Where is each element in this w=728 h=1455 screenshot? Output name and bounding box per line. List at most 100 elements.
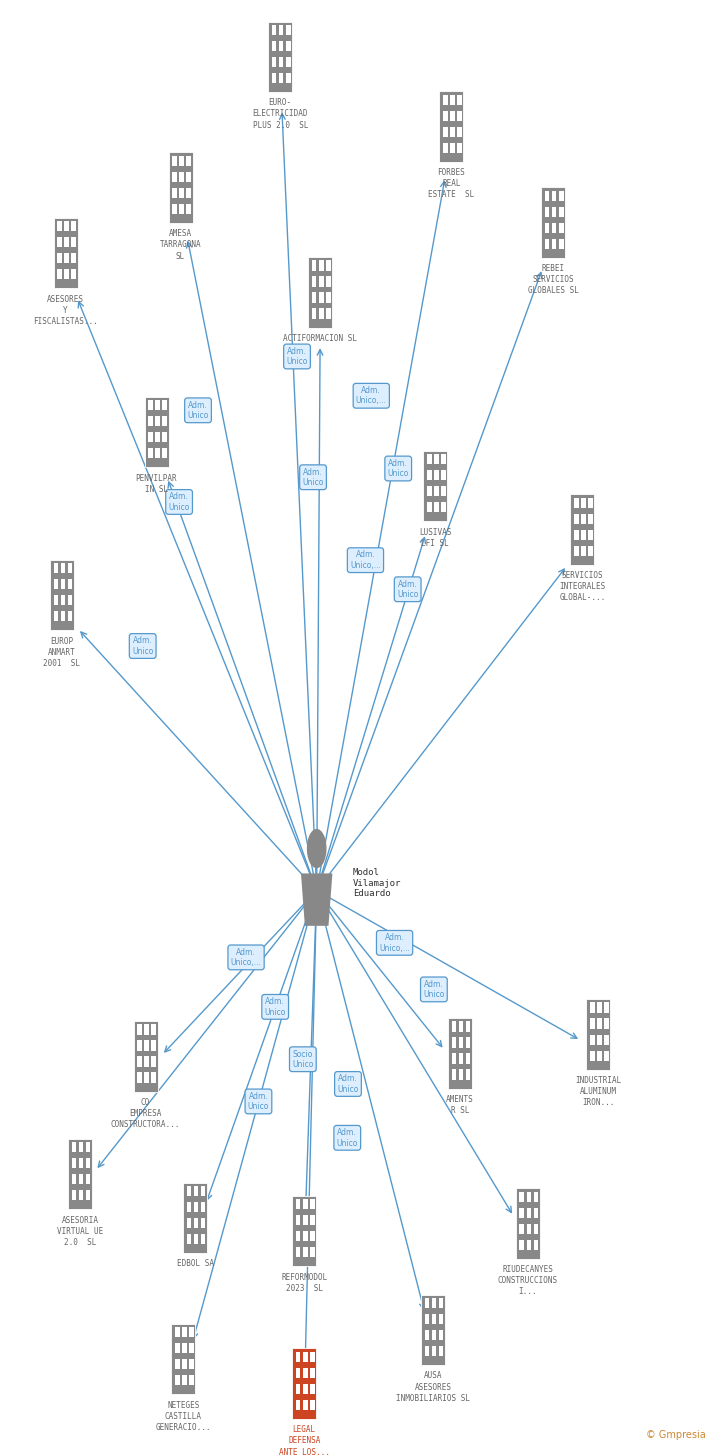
- Bar: [162, 416, 167, 426]
- Text: REFORMODOL
2023  SL: REFORMODOL 2023 SL: [281, 1273, 328, 1292]
- Bar: [312, 276, 317, 287]
- Bar: [60, 563, 65, 573]
- Bar: [597, 1035, 601, 1045]
- Bar: [179, 188, 183, 198]
- Bar: [189, 1375, 194, 1385]
- Bar: [319, 292, 323, 303]
- Bar: [590, 1035, 595, 1045]
- Bar: [312, 292, 317, 303]
- Text: CO
EMPRESA
CONSTRUCTORA...: CO EMPRESA CONSTRUCTORA...: [111, 1099, 181, 1129]
- Bar: [162, 448, 167, 458]
- Bar: [590, 1018, 595, 1029]
- Bar: [545, 239, 550, 249]
- Bar: [542, 188, 566, 258]
- Text: AUSA
ASESORES
INMOBILIARIOS SL: AUSA ASESORES INMOBILIARIOS SL: [396, 1372, 470, 1403]
- Text: ASESORES
Y
FISCALISTAS...: ASESORES Y FISCALISTAS...: [33, 295, 98, 326]
- Bar: [296, 1215, 301, 1225]
- Bar: [187, 1234, 191, 1244]
- Bar: [79, 1174, 83, 1184]
- Bar: [520, 1224, 524, 1234]
- Text: LUSIVAS
LFI SL: LUSIVAS LFI SL: [419, 528, 451, 547]
- Bar: [64, 237, 68, 247]
- Bar: [58, 221, 62, 231]
- Bar: [590, 1002, 595, 1013]
- Bar: [58, 269, 62, 279]
- Text: FORBES
REAL
ESTATE  SL: FORBES REAL ESTATE SL: [428, 169, 475, 199]
- Bar: [545, 207, 550, 217]
- Bar: [268, 22, 292, 92]
- Bar: [72, 1158, 76, 1168]
- Text: INDUSTRIAL
ALUMINUM
IRON...: INDUSTRIAL ALUMINUM IRON...: [575, 1077, 622, 1107]
- Bar: [588, 546, 593, 556]
- Bar: [450, 111, 454, 121]
- Bar: [303, 1352, 307, 1362]
- Bar: [559, 223, 563, 233]
- Bar: [326, 260, 331, 271]
- Bar: [303, 1384, 307, 1394]
- Bar: [86, 1142, 90, 1152]
- Bar: [587, 1000, 610, 1069]
- Bar: [64, 221, 68, 231]
- Bar: [149, 400, 153, 410]
- Bar: [581, 498, 585, 508]
- Bar: [186, 188, 191, 198]
- Bar: [60, 595, 65, 605]
- Bar: [134, 1021, 157, 1091]
- Bar: [425, 1298, 430, 1308]
- Bar: [86, 1190, 90, 1200]
- Bar: [440, 92, 464, 162]
- Bar: [279, 25, 283, 35]
- Bar: [173, 156, 177, 166]
- Bar: [201, 1234, 205, 1244]
- Bar: [175, 1375, 180, 1385]
- Text: Adm.
Unico: Adm. Unico: [397, 579, 419, 599]
- Bar: [427, 502, 432, 512]
- Bar: [310, 1199, 314, 1209]
- Bar: [434, 470, 438, 480]
- Bar: [427, 486, 432, 496]
- Bar: [452, 1069, 456, 1080]
- Bar: [60, 579, 65, 589]
- Bar: [552, 239, 556, 249]
- Text: Adm.
Unico,...: Adm. Unico,...: [350, 550, 381, 570]
- Bar: [588, 498, 593, 508]
- Bar: [552, 223, 556, 233]
- Text: ACTIFORMACION SL: ACTIFORMACION SL: [283, 335, 357, 343]
- Bar: [574, 498, 579, 508]
- Bar: [432, 1298, 436, 1308]
- Bar: [68, 563, 72, 573]
- Bar: [466, 1069, 470, 1080]
- Text: EDBOL SA: EDBOL SA: [177, 1260, 213, 1269]
- Bar: [68, 579, 72, 589]
- Bar: [326, 276, 331, 287]
- Bar: [443, 127, 448, 137]
- Bar: [68, 611, 72, 621]
- Bar: [272, 41, 277, 51]
- Bar: [272, 25, 277, 35]
- Text: Modol
Vilamajor
Eduardo: Modol Vilamajor Eduardo: [353, 869, 401, 898]
- Bar: [425, 1314, 430, 1324]
- Text: Adm.
Unico: Adm. Unico: [264, 997, 286, 1017]
- Bar: [581, 530, 585, 540]
- Bar: [296, 1199, 301, 1209]
- Text: Adm.
Unico: Adm. Unico: [423, 979, 445, 1000]
- Bar: [581, 514, 585, 524]
- Bar: [138, 1056, 142, 1067]
- Bar: [319, 308, 323, 319]
- Bar: [452, 1037, 456, 1048]
- Bar: [194, 1202, 198, 1212]
- Bar: [292, 1349, 316, 1419]
- Bar: [68, 1139, 92, 1209]
- Bar: [183, 1183, 207, 1253]
- Bar: [559, 207, 563, 217]
- Bar: [72, 1190, 76, 1200]
- Bar: [155, 448, 159, 458]
- Bar: [450, 127, 454, 137]
- Bar: [138, 1072, 142, 1083]
- Bar: [534, 1192, 538, 1202]
- Text: © Gmpresia: © Gmpresia: [646, 1430, 706, 1440]
- Bar: [194, 1186, 198, 1196]
- Bar: [303, 1215, 307, 1225]
- Bar: [189, 1359, 194, 1369]
- Bar: [279, 41, 283, 51]
